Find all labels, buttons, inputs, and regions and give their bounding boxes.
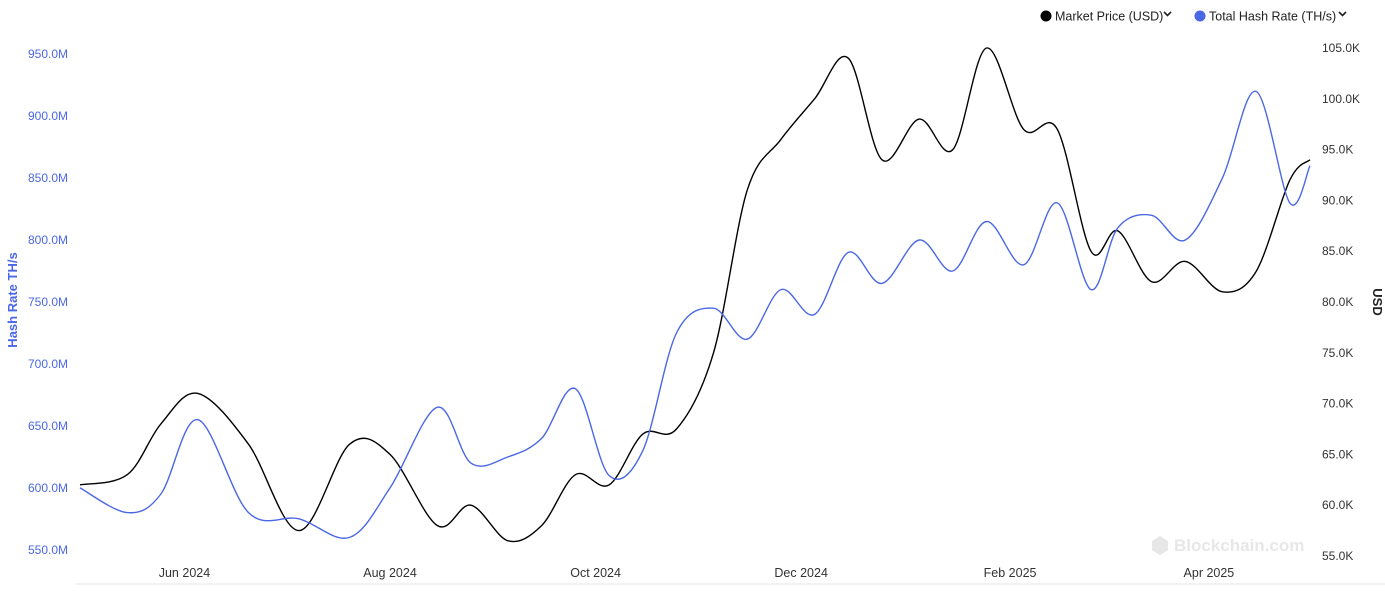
right-tick-label: 100.0K — [1322, 92, 1360, 106]
left-tick-label: 600.0M — [28, 481, 68, 495]
left-axis-title: Hash Rate TH/s — [5, 252, 20, 347]
legend-item-market-price[interactable]: Market Price (USD) — [1040, 10, 1172, 24]
legend: Market Price (USD) Total Hash Rate (TH/s… — [1040, 10, 1347, 24]
right-tick-label: 95.0K — [1322, 143, 1353, 157]
legend-dot-hash-rate — [1194, 10, 1206, 22]
left-tick-label: 700.0M — [28, 357, 68, 371]
x-tick-label: Jun 2024 — [159, 566, 210, 580]
right-axis-ticks: 55.0K 60.0K 65.0K 70.0K 75.0K 80.0K 85.0K 90.0K… — [1322, 41, 1360, 563]
x-tick-label: Aug 2024 — [363, 566, 417, 580]
right-tick-label: 85.0K — [1322, 244, 1353, 258]
chevron-down-icon — [1338, 11, 1347, 17]
x-axis-ticks: Jun 2024 Aug 2024 Oct 2024 Dec 2024 Feb 2025… — [159, 566, 1235, 580]
watermark: Blockchain.com — [1152, 536, 1304, 555]
right-axis-title: USD — [1370, 288, 1385, 315]
legend-label-market-price: Market Price (USD) — [1055, 10, 1163, 24]
legend-dot-market-price — [1040, 10, 1052, 22]
x-tick-label: Feb 2025 — [984, 566, 1037, 580]
left-tick-label: 900.0M — [28, 109, 68, 123]
left-tick-label: 750.0M — [28, 295, 68, 309]
right-tick-label: 105.0K — [1322, 41, 1360, 55]
right-tick-label: 80.0K — [1322, 295, 1353, 309]
left-tick-label: 800.0M — [28, 233, 68, 247]
right-tick-label: 65.0K — [1322, 447, 1353, 461]
left-tick-label: 650.0M — [28, 419, 68, 433]
left-axis-ticks: 550.0M 600.0M 650.0M 700.0M 750.0M 800.0M 850.… — [28, 47, 68, 557]
watermark-text: Blockchain.com — [1174, 536, 1304, 555]
x-tick-label: Dec 2024 — [774, 566, 828, 580]
legend-item-hash-rate[interactable]: Total Hash Rate (TH/s) — [1194, 10, 1347, 24]
left-tick-label: 550.0M — [28, 543, 68, 557]
series-layer — [79, 47, 1311, 543]
right-tick-label: 75.0K — [1322, 346, 1353, 360]
left-tick-label: 950.0M — [28, 47, 68, 61]
legend-label-hash-rate: Total Hash Rate (TH/s) — [1209, 10, 1336, 24]
chevron-down-icon — [1163, 11, 1172, 17]
x-tick-label: Oct 2024 — [570, 566, 621, 580]
series-line-market-price-usd — [79, 47, 1311, 543]
series-line-total-hash-rate-th-s — [79, 90, 1311, 539]
right-tick-label: 90.0K — [1322, 193, 1353, 207]
right-tick-label: 60.0K — [1322, 498, 1353, 512]
blockchain-logo-icon — [1152, 536, 1168, 555]
x-tick-label: Apr 2025 — [1184, 566, 1235, 580]
right-tick-label: 70.0K — [1322, 397, 1353, 411]
right-tick-label: 55.0K — [1322, 549, 1353, 563]
left-tick-label: 850.0M — [28, 171, 68, 185]
